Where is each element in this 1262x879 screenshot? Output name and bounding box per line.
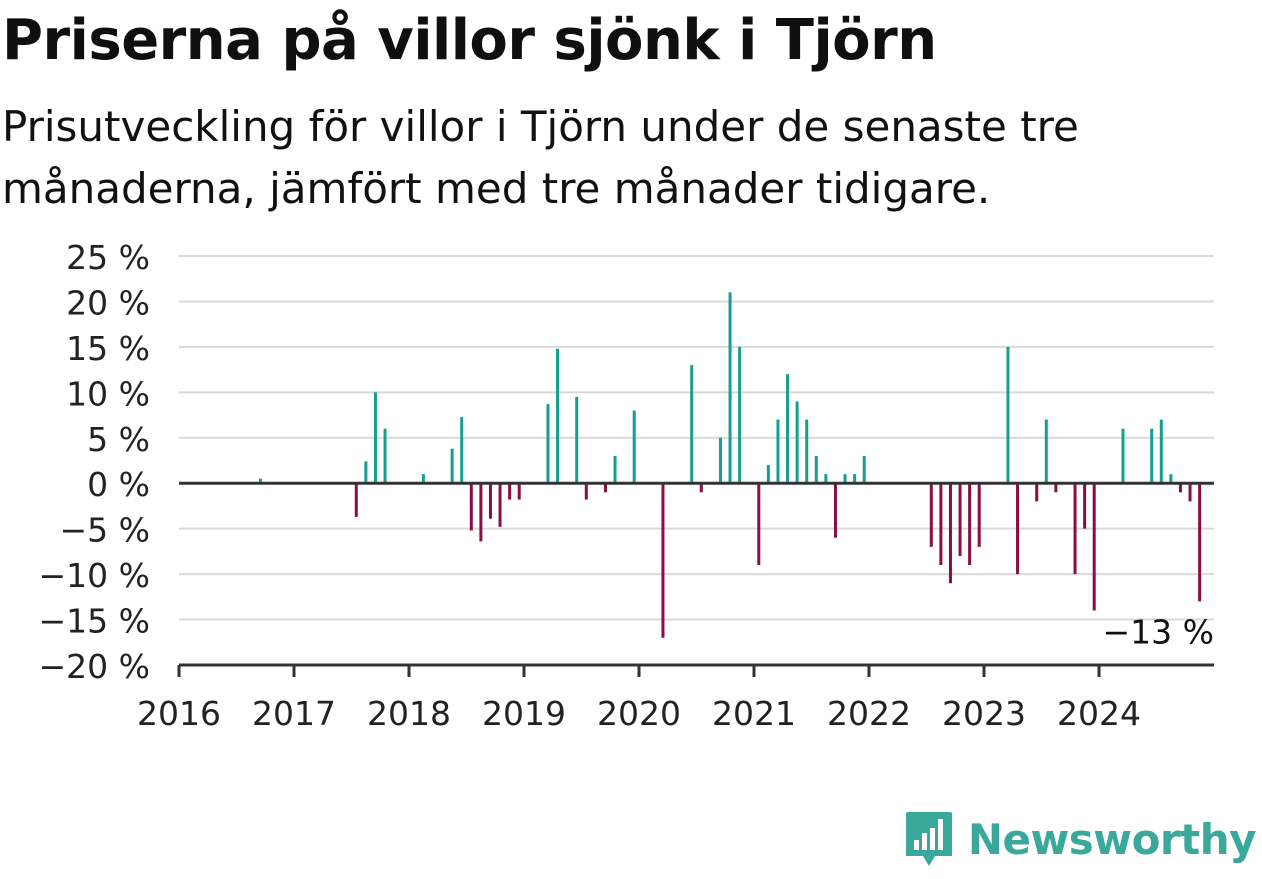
bar bbox=[699, 483, 703, 493]
bar bbox=[690, 365, 694, 484]
bar bbox=[776, 419, 780, 484]
bar bbox=[843, 474, 847, 484]
chart-subtitle: Prisutveckling för villor i Tjörn under … bbox=[2, 102, 1079, 213]
bar bbox=[603, 483, 607, 493]
bar bbox=[977, 483, 981, 547]
x-tick-label: 2022 bbox=[827, 694, 911, 733]
bar bbox=[824, 474, 828, 484]
bar bbox=[757, 483, 761, 566]
bar bbox=[1198, 483, 1202, 602]
bar bbox=[1178, 483, 1182, 493]
bar bbox=[1006, 346, 1010, 484]
bar bbox=[718, 437, 722, 484]
y-tick-label: −15 % bbox=[39, 602, 151, 641]
bar bbox=[1150, 428, 1154, 484]
bar bbox=[1092, 483, 1096, 611]
bar bbox=[460, 416, 464, 484]
bar bbox=[1083, 483, 1087, 529]
x-tick-label: 2017 bbox=[252, 694, 336, 733]
bar bbox=[479, 483, 483, 542]
y-tick-label: 5 % bbox=[87, 420, 150, 459]
chart-title: Priserna på villor sjönk i Tjörn bbox=[2, 8, 937, 73]
last-value-annotation: −13 % bbox=[1103, 612, 1215, 651]
bar bbox=[939, 483, 943, 566]
x-tick-label: 2024 bbox=[1057, 694, 1141, 733]
bar bbox=[1035, 483, 1039, 502]
bar bbox=[968, 483, 972, 566]
bar bbox=[1121, 428, 1125, 484]
bar bbox=[584, 483, 588, 500]
x-axis: 2016 2017 2018 2019 2020 2021 2022 2023 2024 bbox=[137, 663, 1214, 733]
bar bbox=[450, 448, 454, 484]
bar bbox=[786, 374, 790, 484]
newsworthy-logo-icon bbox=[905, 812, 952, 866]
y-tick-label: −5 % bbox=[60, 511, 151, 550]
bar bbox=[373, 392, 377, 484]
x-tick-label: 2021 bbox=[712, 694, 796, 733]
x-tick-label: 2020 bbox=[597, 694, 681, 733]
bar bbox=[1044, 419, 1048, 484]
y-tick-label: 15 % bbox=[66, 329, 150, 368]
bar bbox=[814, 455, 818, 484]
y-axis-tick-labels: 25 % 20 % 15 % 10 % 5 % 0 % −5 % −10 % −15 % −20 … bbox=[39, 238, 151, 686]
bar bbox=[1188, 483, 1192, 502]
bar bbox=[556, 348, 560, 484]
bar bbox=[766, 465, 770, 484]
bar bbox=[508, 483, 512, 500]
brand-name: Newsworthy bbox=[967, 814, 1257, 864]
bar bbox=[661, 483, 665, 638]
gridlines bbox=[179, 255, 1214, 666]
bar bbox=[575, 396, 579, 484]
x-tick-label: 2018 bbox=[367, 694, 451, 733]
x-tick-label: 2019 bbox=[482, 694, 566, 733]
x-tick-label: 2016 bbox=[137, 694, 221, 733]
bar bbox=[1159, 419, 1163, 484]
bar bbox=[258, 478, 262, 484]
y-tick-label: 20 % bbox=[66, 283, 150, 322]
bar bbox=[853, 474, 857, 484]
bar bbox=[364, 461, 368, 484]
bar bbox=[929, 483, 933, 547]
bar bbox=[498, 483, 502, 527]
bar bbox=[728, 292, 732, 484]
bar bbox=[421, 474, 425, 484]
bar bbox=[632, 410, 636, 484]
bars bbox=[258, 292, 1202, 638]
bar bbox=[1169, 474, 1173, 484]
bar bbox=[958, 483, 962, 556]
bar bbox=[546, 404, 550, 484]
bar bbox=[517, 483, 521, 500]
bar bbox=[805, 419, 809, 484]
bar bbox=[738, 346, 742, 484]
bar bbox=[488, 483, 492, 519]
bar bbox=[795, 401, 799, 484]
bar bbox=[948, 483, 952, 584]
y-tick-label: 0 % bbox=[87, 465, 150, 504]
x-tick-label: 2023 bbox=[942, 694, 1026, 733]
y-tick-label: −20 % bbox=[39, 647, 151, 686]
bar bbox=[1073, 483, 1077, 575]
y-tick-label: 25 % bbox=[66, 238, 150, 277]
y-tick-label: −10 % bbox=[39, 556, 151, 595]
bar bbox=[833, 483, 837, 538]
bar bbox=[613, 455, 617, 484]
y-tick-label: 10 % bbox=[66, 374, 150, 413]
bar bbox=[862, 455, 866, 484]
newsworthy-brand: Newsworthy bbox=[904, 803, 1257, 875]
bar bbox=[354, 483, 358, 517]
bar bbox=[383, 428, 387, 484]
bar bbox=[469, 483, 473, 531]
bar bbox=[1054, 483, 1058, 493]
bar bbox=[1016, 483, 1020, 575]
